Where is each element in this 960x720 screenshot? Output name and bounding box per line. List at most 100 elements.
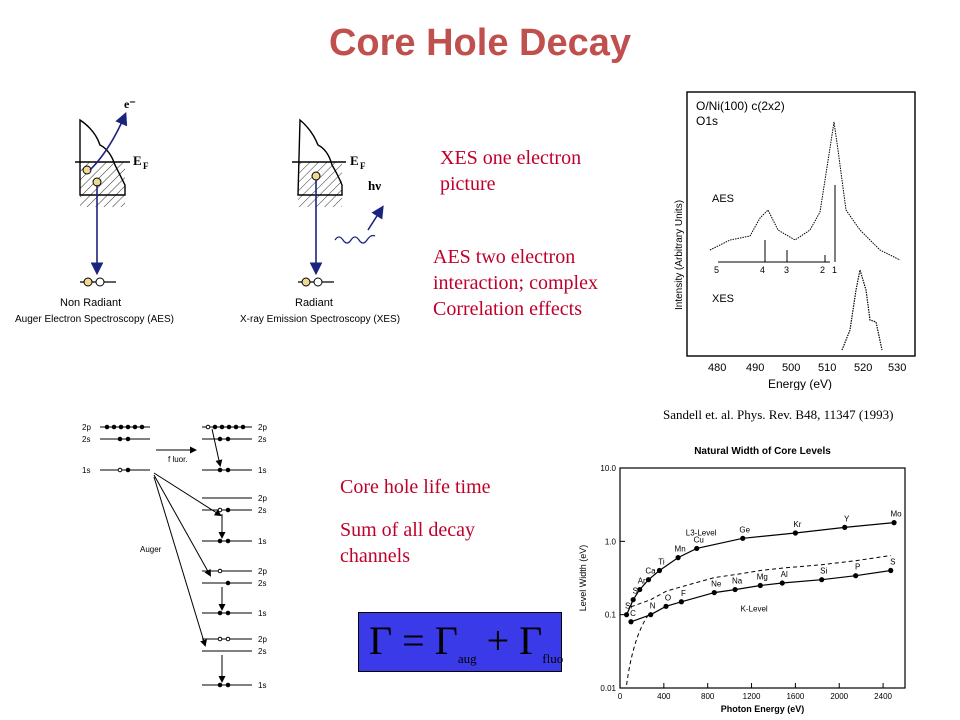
- data-point: [842, 524, 848, 530]
- svg-text:530: 530: [888, 362, 906, 374]
- aes-note-line3: Correlation effects: [433, 298, 583, 320]
- fermi-sub-right: F: [360, 161, 366, 171]
- level-labels: 2p 2s 1s 2p 2s 1s 2p 2s 1s 2p 2s 1s 2p 2…: [82, 423, 267, 690]
- chart-title: Natural Width of Core Levels: [694, 446, 831, 457]
- sum-note: Sum of all decay channels: [340, 517, 475, 569]
- data-point: [740, 535, 746, 541]
- svg-text:1: 1: [832, 265, 837, 275]
- auger-label: Auger: [140, 545, 162, 554]
- svg-text:2p: 2p: [82, 423, 91, 432]
- svg-text:4: 4: [760, 265, 765, 275]
- non-radiant-name: Non Radiant: [60, 297, 121, 309]
- y-tick-label: 1.0: [605, 537, 617, 546]
- decay-schematic: e⁻ E F Non Radiant Auger Electron Spectr…: [15, 97, 400, 325]
- y-tick-label: 10.0: [600, 464, 616, 473]
- fluor-label: f luor.: [168, 455, 188, 464]
- svg-text:2: 2: [820, 265, 825, 275]
- data-point: [675, 555, 681, 561]
- y-axis-label: Level Width (eV): [578, 545, 588, 612]
- point-label: Cu: [694, 535, 704, 544]
- svg-text:3: 3: [784, 265, 789, 275]
- aes-curve: [709, 121, 901, 261]
- point-label: Mn: [675, 545, 686, 554]
- data-point: [628, 619, 634, 625]
- sum-note-line1: Sum of all decay: [340, 519, 475, 541]
- data-point: [694, 545, 700, 552]
- marker-labels: 5 4 3 2 1: [714, 265, 837, 275]
- plot-frame: [619, 467, 906, 689]
- aes-note: AES two electron interaction; complex Co…: [433, 244, 598, 322]
- x-tick-label: 1200: [743, 692, 761, 701]
- slide-title: Core Hole Decay: [328, 22, 631, 64]
- point-label: Ca: [645, 567, 656, 576]
- point-label: Mg: [757, 572, 768, 581]
- gamma-total: Γ: [369, 618, 393, 663]
- citation: Sandell et. al. Phys. Rev. B48, 11347 (1…: [663, 407, 894, 422]
- aes-note-line2: interaction; complex: [433, 272, 598, 294]
- svg-text:2s: 2s: [258, 579, 266, 588]
- aes-markers: [718, 185, 836, 263]
- non-radiant-diagram: e⁻ E F Non Radiant Auger Electron Spectr…: [15, 97, 174, 325]
- point-label: Si: [625, 602, 632, 611]
- plus-sign: +: [486, 618, 510, 663]
- data-point: [648, 612, 654, 618]
- fermi-sub-left: F: [143, 161, 149, 171]
- xes-note-line2: picture: [440, 173, 496, 195]
- point-label: Ar: [638, 577, 646, 586]
- svg-text:2s: 2s: [258, 506, 266, 515]
- spectrum-xlabel: Energy (eV): [768, 377, 832, 390]
- point-label: S: [632, 587, 637, 596]
- svg-text:1s: 1s: [258, 681, 266, 690]
- xes-note-line1: XES one electron: [440, 147, 582, 169]
- x-axis-label: Photon Energy (eV): [721, 704, 805, 714]
- data-point: [819, 577, 825, 583]
- data-point: [678, 599, 684, 605]
- fermi-label-left: E: [133, 153, 142, 168]
- point-label: Si: [820, 567, 827, 576]
- point-label: Mo: [890, 510, 902, 519]
- svg-text:2p: 2p: [258, 423, 267, 432]
- gamma-fluo: Γ: [519, 618, 543, 663]
- data-point: [891, 520, 897, 526]
- svg-text:1s: 1s: [82, 466, 90, 475]
- data-point: [779, 580, 785, 586]
- sub-fluo: fluo: [542, 651, 564, 666]
- lifetime-note: Core hole life time: [340, 476, 491, 498]
- radiant-name: Radiant: [295, 297, 333, 309]
- point-label: Al: [781, 570, 788, 579]
- point-label: Ne: [711, 580, 722, 589]
- radiant-diagram: E F hν Radiant X-ray Emission Spectrosco…: [240, 118, 400, 325]
- decay-formula: Γ = Γaug + Γfluo: [358, 612, 564, 672]
- x-tick-label: 400: [657, 692, 671, 701]
- point-label: N: [650, 602, 656, 611]
- point-label: P: [855, 563, 860, 572]
- svg-text:2s: 2s: [82, 435, 90, 444]
- x-tick-label: 0: [618, 692, 623, 701]
- aes-caption: Auger Electron Spectroscopy (AES): [15, 314, 174, 325]
- data-point: [757, 582, 763, 589]
- photon-label: hν: [368, 178, 381, 193]
- xes-curve: [841, 269, 883, 351]
- data-point: [663, 603, 669, 609]
- annotation-k: K-Level: [741, 605, 768, 614]
- level-diagram: 2p 2s 1s 2p 2s 1s 2p 2s 1s 2p 2s 1s 2p 2…: [82, 423, 267, 690]
- svg-text:510: 510: [818, 362, 836, 374]
- svg-text:2p: 2p: [258, 567, 267, 576]
- data-point: [623, 612, 630, 618]
- point-label: Y: [844, 514, 850, 523]
- svg-text:2p: 2p: [258, 494, 267, 503]
- spectrum-title-2: O1s: [696, 114, 718, 128]
- xes-caption: X-ray Emission Spectroscopy (XES): [240, 314, 400, 325]
- spectrum-xticks: 480 490 500 510 520 530: [708, 362, 906, 374]
- annotation-l3: L3-Level: [686, 529, 717, 538]
- spectrum-ylabel: Intensity (Arbitrary Units): [674, 200, 685, 310]
- y-tick-label: 0.1: [605, 611, 617, 620]
- svg-text:490: 490: [746, 362, 764, 374]
- point-label: Ti: [658, 558, 665, 567]
- point-label: O: [665, 593, 671, 602]
- aes-note-line1: AES two electron: [433, 246, 576, 268]
- y-tick-label: 0.01: [600, 684, 616, 693]
- point-label: Na: [732, 577, 743, 586]
- point-label: F: [681, 589, 686, 598]
- spectrum-title-1: O/Ni(100) c(2x2): [696, 99, 785, 113]
